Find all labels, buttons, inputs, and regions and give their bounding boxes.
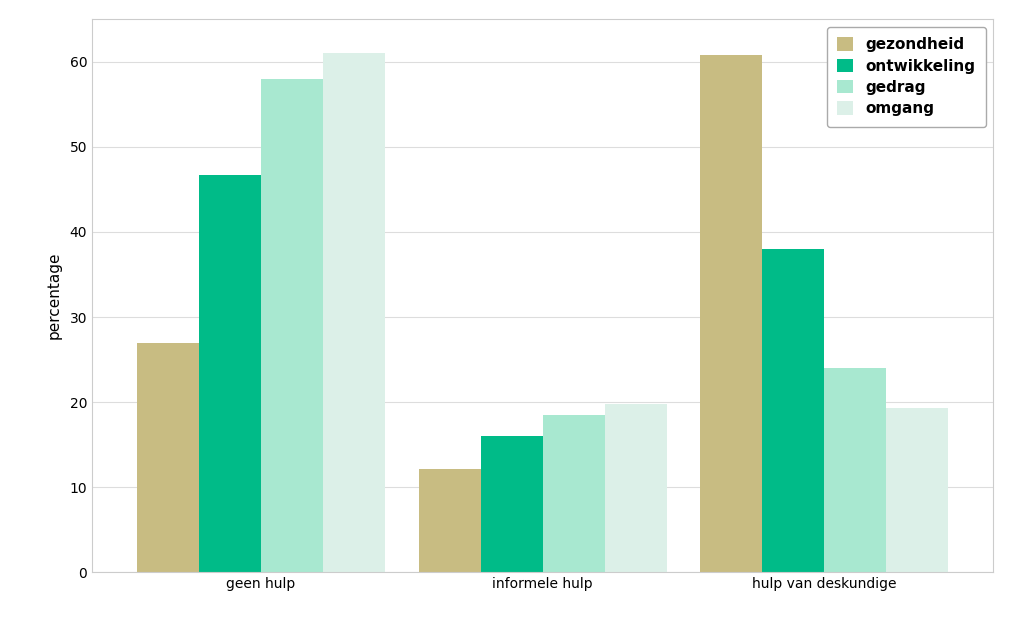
- Bar: [887, 408, 948, 572]
- Bar: [481, 436, 543, 572]
- Bar: [543, 415, 604, 572]
- Legend: gezondheid, ontwikkeling, gedrag, omgang: gezondheid, ontwikkeling, gedrag, omgang: [826, 27, 986, 127]
- Bar: [137, 343, 199, 572]
- Bar: [419, 469, 481, 572]
- Bar: [604, 404, 667, 572]
- Bar: [199, 175, 261, 572]
- Bar: [762, 249, 824, 572]
- Bar: [700, 55, 762, 572]
- Bar: [824, 368, 886, 572]
- Y-axis label: percentage: percentage: [46, 252, 61, 340]
- Bar: [261, 79, 324, 572]
- Bar: [324, 53, 385, 572]
